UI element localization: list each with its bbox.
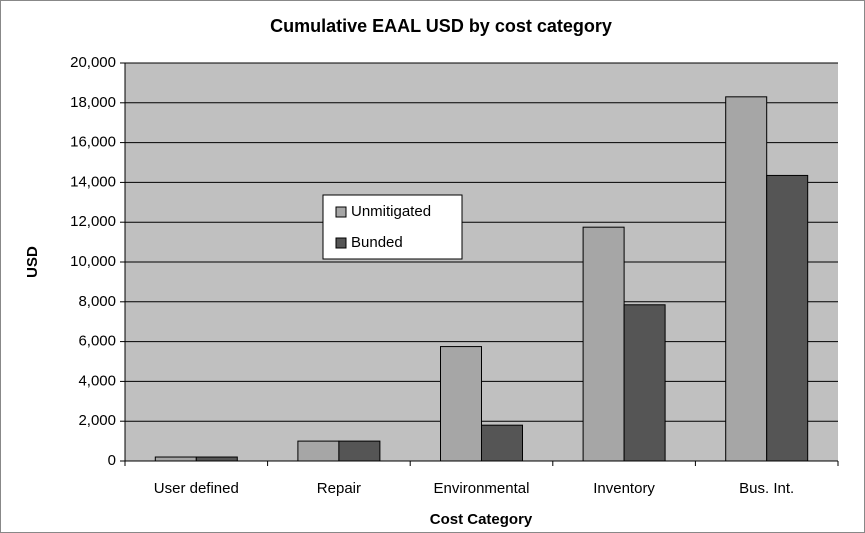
y-tick-label: 14,000 bbox=[70, 173, 116, 190]
bar bbox=[766, 174, 809, 462]
bar bbox=[725, 96, 768, 462]
y-tick-label: 0 bbox=[108, 452, 116, 469]
x-tick-label: Environmental bbox=[434, 480, 530, 497]
x-tick-label: User defined bbox=[154, 480, 239, 497]
x-tick-label: Inventory bbox=[593, 480, 655, 497]
y-tick-label: 8,000 bbox=[78, 293, 116, 310]
y-tick-label: 12,000 bbox=[70, 213, 116, 230]
bar bbox=[154, 456, 197, 462]
legend-swatch bbox=[335, 206, 347, 218]
bar bbox=[297, 440, 340, 462]
bar bbox=[481, 424, 523, 462]
bar bbox=[338, 440, 381, 462]
x-tick-label: Repair bbox=[317, 480, 361, 497]
y-tick-label: 2,000 bbox=[78, 412, 116, 429]
legend-label: Unmitigated bbox=[351, 203, 431, 220]
y-tick-label: 10,000 bbox=[70, 253, 116, 270]
legend-swatch bbox=[335, 237, 347, 249]
y-tick-label: 4,000 bbox=[78, 372, 116, 389]
legend-label: Bunded bbox=[351, 234, 403, 251]
bar bbox=[195, 456, 238, 462]
x-tick-label: Bus. Int. bbox=[739, 480, 794, 497]
y-tick-label: 16,000 bbox=[70, 134, 116, 151]
y-tick-label: 6,000 bbox=[78, 333, 116, 350]
bar bbox=[440, 346, 482, 462]
y-axis-label: USD bbox=[24, 246, 41, 278]
x-axis-label: Cost Category bbox=[430, 511, 533, 528]
bar bbox=[623, 304, 666, 462]
y-tick-label: 18,000 bbox=[70, 94, 116, 111]
y-tick-label: 20,000 bbox=[70, 54, 116, 71]
chart-title: Cumulative EAAL USD by cost category bbox=[270, 16, 612, 36]
bar bbox=[582, 226, 625, 462]
